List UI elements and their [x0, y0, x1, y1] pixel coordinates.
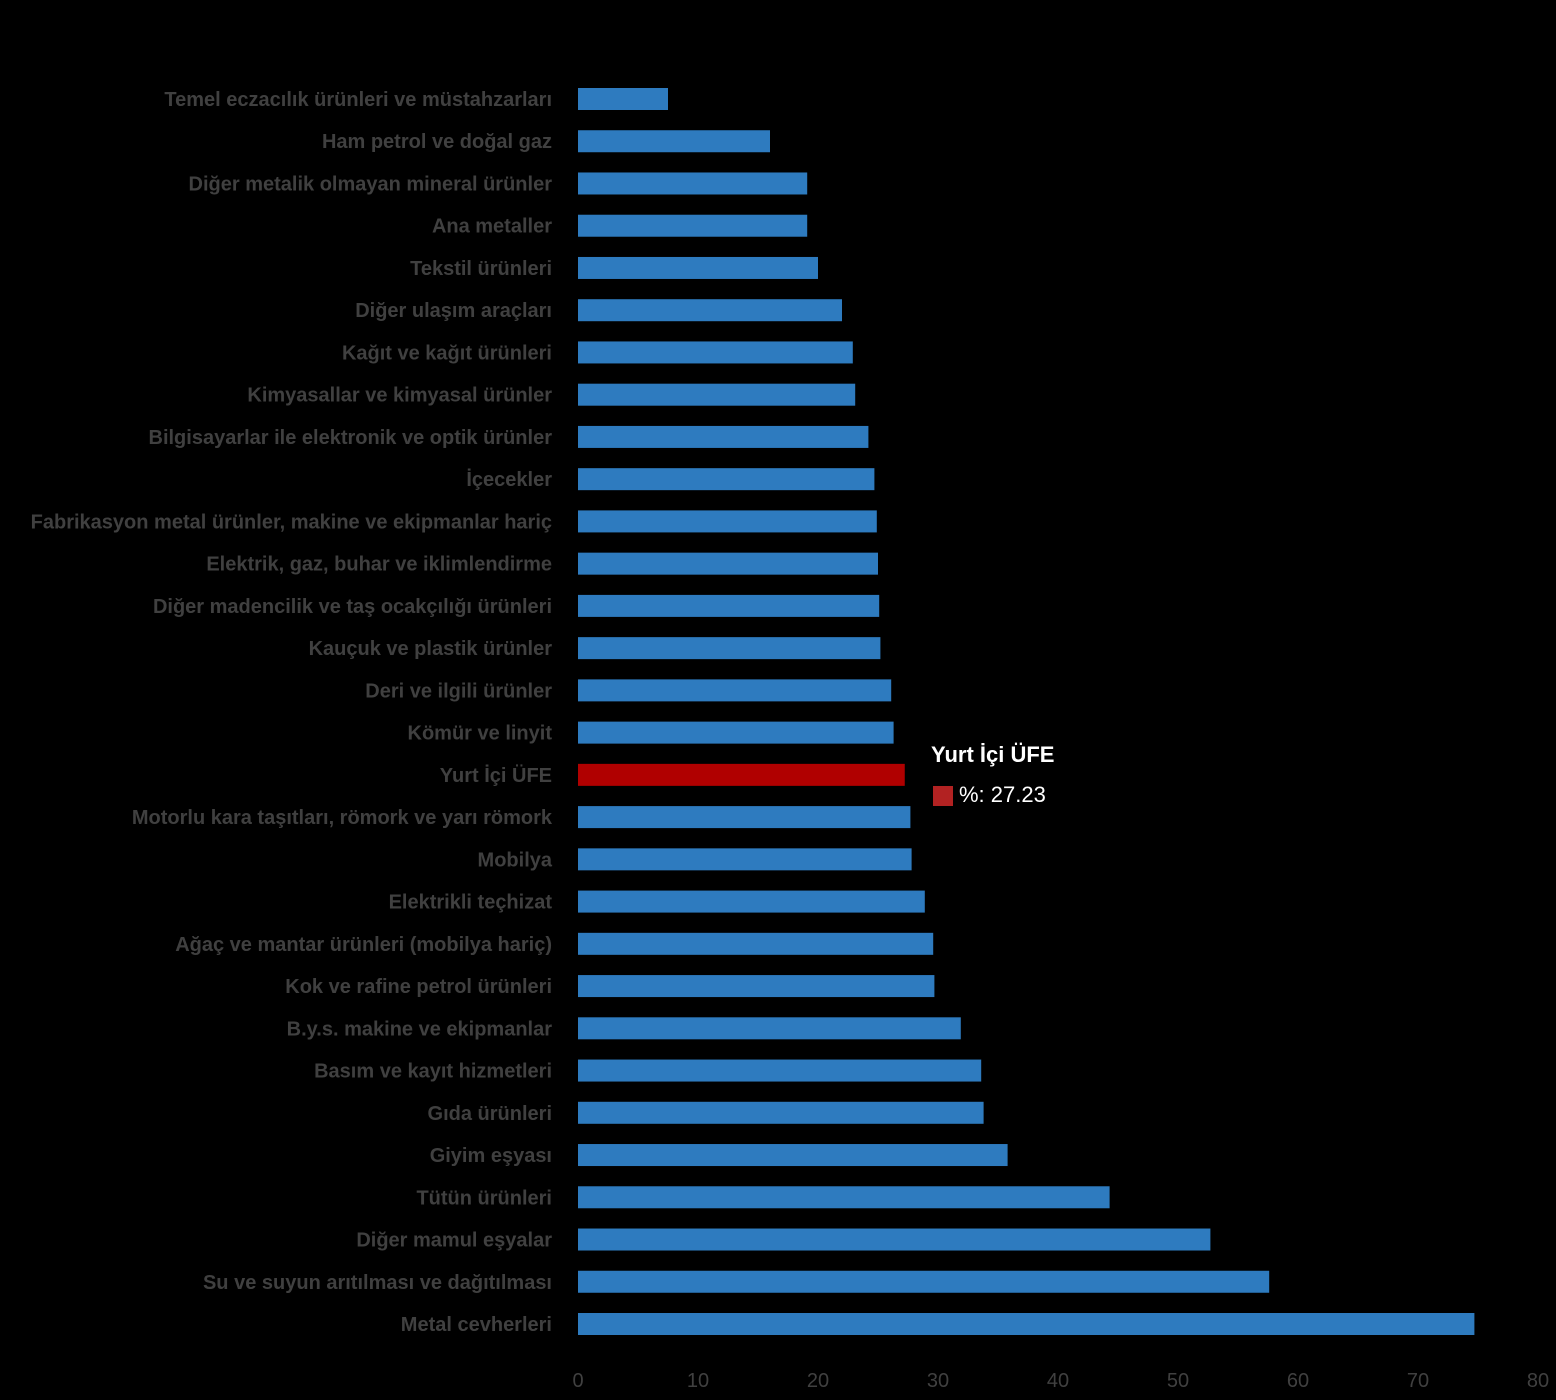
x-axis-ticks: 0 10 20 30 40 50 60 70 80 — [572, 1370, 1549, 1392]
category-label: Diğer mamul eşyalar — [356, 1230, 552, 1252]
category-label: B.y.s. makine ve ekipmanlar — [287, 1018, 553, 1040]
x-tick-label: 10 — [687, 1370, 709, 1392]
category-label: Fabrikasyon metal ürünler, makine ve eki… — [31, 511, 552, 533]
bar[interactable] — [578, 1228, 1211, 1251]
bar[interactable] — [578, 806, 911, 829]
bar[interactable] — [578, 1186, 1110, 1209]
bars — [578, 88, 1475, 1335]
category-label: Motorlu kara taşıtları, römork ve yarı r… — [132, 807, 553, 829]
category-label: Elektrikli teçhizat — [389, 892, 553, 914]
bar[interactable] — [578, 1313, 1475, 1335]
category-label: Diğer madencilik ve taş ocakçılığı ürünl… — [153, 596, 552, 618]
category-label: Kok ve rafine petrol ürünleri — [285, 976, 552, 998]
bar[interactable] — [578, 721, 894, 744]
tooltip: Yurt İçi ÜFE %: 27.23 — [931, 742, 1054, 807]
category-label: Diğer ulaşım araçları — [355, 300, 552, 322]
bar[interactable] — [578, 1017, 961, 1040]
bar[interactable] — [578, 552, 878, 575]
bar[interactable] — [578, 932, 934, 955]
bar[interactable] — [578, 341, 853, 364]
category-label: Basım ve kayıt hizmetleri — [314, 1061, 552, 1083]
x-tick-label: 40 — [1047, 1370, 1069, 1392]
bar[interactable] — [578, 510, 877, 533]
category-label: Tütün ürünleri — [416, 1187, 552, 1209]
bar[interactable] — [578, 88, 668, 110]
category-label: Bilgisayarlar ile elektronik ve optik ür… — [149, 427, 553, 449]
bar[interactable] — [578, 594, 880, 617]
bar[interactable] — [578, 679, 892, 702]
category-label: Kömür ve linyit — [408, 723, 553, 745]
category-label: İçecekler — [466, 468, 552, 491]
bar[interactable] — [578, 848, 912, 871]
bar[interactable] — [578, 468, 875, 491]
category-label: Deri ve ilgili ürünler — [365, 680, 552, 702]
category-label: Tekstil ürünleri — [410, 258, 552, 280]
x-tick-label: 70 — [1407, 1370, 1429, 1392]
category-label: Ana metaller — [432, 216, 552, 238]
category-label: Metal cevherleri — [401, 1314, 552, 1336]
category-label: Su ve suyun arıtılması ve dağıtılması — [203, 1272, 552, 1294]
x-tick-label: 60 — [1287, 1370, 1309, 1392]
bar[interactable] — [578, 383, 856, 406]
category-label: Elektrik, gaz, buhar ve iklimlendirme — [206, 554, 552, 576]
bar[interactable] — [578, 975, 935, 998]
x-tick-label: 20 — [807, 1370, 829, 1392]
bar[interactable] — [578, 299, 842, 322]
bar[interactable] — [578, 1101, 984, 1124]
category-label: Ağaç ve mantar ürünleri (mobilya hariç) — [175, 934, 552, 956]
category-label: Kimyasallar ve kimyasal ürünler — [247, 385, 552, 407]
tooltip-value: %: 27.23 — [959, 782, 1046, 807]
bar[interactable] — [578, 214, 808, 237]
category-label: Kauçuk ve plastik ürünler — [309, 638, 553, 660]
category-label: Giyim eşyası — [430, 1145, 552, 1167]
x-tick-label: 50 — [1167, 1370, 1189, 1392]
category-labels: Temel eczacılık ürünleri ve müstahzarlar… — [31, 89, 553, 1336]
category-label: Ham petrol ve doğal gaz — [322, 131, 552, 153]
bar[interactable] — [578, 130, 770, 153]
bar-highlight[interactable] — [578, 763, 905, 786]
category-label: Gıda ürünleri — [428, 1103, 552, 1125]
category-label: Kağıt ve kağıt ürünleri — [342, 342, 552, 364]
bar[interactable] — [578, 890, 925, 913]
bar[interactable] — [578, 256, 818, 279]
bar[interactable] — [578, 172, 808, 195]
category-label: Temel eczacılık ürünleri ve müstahzarlar… — [164, 89, 552, 111]
bar[interactable] — [578, 1270, 1270, 1293]
bar[interactable] — [578, 1144, 1008, 1167]
x-tick-label: 30 — [927, 1370, 949, 1392]
tooltip-swatch — [933, 786, 953, 806]
bar[interactable] — [578, 1059, 982, 1082]
x-tick-label: 0 — [572, 1370, 583, 1392]
bar[interactable] — [578, 637, 881, 660]
bar[interactable] — [578, 425, 869, 448]
x-tick-label: 80 — [1527, 1370, 1549, 1392]
category-label: Mobilya — [478, 849, 553, 871]
category-label: Yurt İçi ÜFE — [440, 764, 552, 787]
category-label: Diğer metalik olmayan mineral ürünler — [189, 173, 553, 195]
tooltip-title: Yurt İçi ÜFE — [931, 742, 1054, 767]
